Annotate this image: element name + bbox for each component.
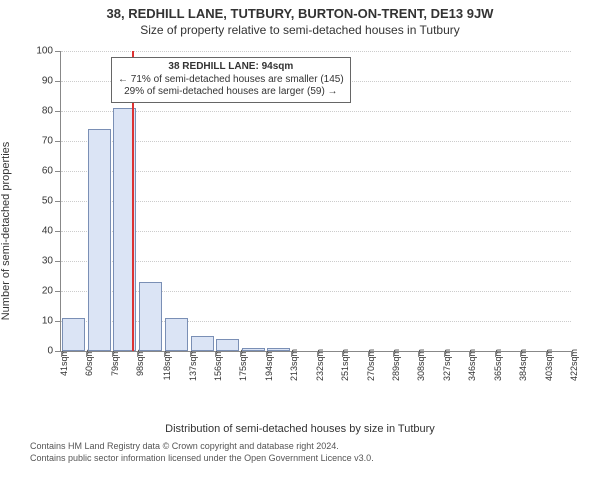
y-tick-label: 70 (29, 136, 53, 147)
x-tick-label: 270sqm (366, 349, 376, 381)
x-tick-label: 213sqm (289, 349, 299, 381)
y-tick-label: 0 (29, 346, 53, 357)
x-tick-label: 156sqm (213, 349, 223, 381)
chart-container: Number of semi-detached properties 01020… (20, 41, 580, 421)
x-tick-label: 308sqm (416, 349, 426, 381)
footer-line2: Contains public sector information licen… (30, 453, 600, 465)
x-tick-label: 422sqm (569, 349, 579, 381)
x-tick-label: 137sqm (188, 349, 198, 381)
gridline (61, 291, 571, 292)
gridline (61, 201, 571, 202)
x-tick-label: 251sqm (340, 349, 350, 381)
gridline (61, 321, 571, 322)
y-tick-label: 10 (29, 316, 53, 327)
x-tick-label: 327sqm (442, 349, 452, 381)
chart-title: 38, REDHILL LANE, TUTBURY, BURTON-ON-TRE… (0, 6, 600, 21)
x-tick-label: 175sqm (238, 349, 248, 381)
gridline (61, 111, 571, 112)
x-tick-label: 403sqm (544, 349, 554, 381)
y-tick-label: 60 (29, 166, 53, 177)
gridline (61, 141, 571, 142)
y-tick-label: 40 (29, 226, 53, 237)
histogram-bar (191, 336, 214, 351)
y-tick (55, 201, 61, 202)
y-tick (55, 291, 61, 292)
histogram-bar (88, 129, 111, 351)
histogram-bar (216, 339, 239, 351)
annotation-line1: 38 REDHILL LANE: 94sqm (118, 61, 344, 74)
gridline (61, 261, 571, 262)
x-tick-label: 60sqm (84, 349, 94, 376)
footer: Contains HM Land Registry data © Crown c… (30, 441, 600, 464)
y-tick-label: 30 (29, 256, 53, 267)
plot-area: 010203040506070809010041sqm60sqm79sqm98s… (60, 51, 571, 352)
gridline (61, 231, 571, 232)
x-tick-label: 384sqm (518, 349, 528, 381)
chart-subtitle: Size of property relative to semi-detach… (0, 23, 600, 37)
gridline (61, 171, 571, 172)
y-axis-label: Number of semi-detached properties (0, 142, 12, 321)
y-tick-label: 80 (29, 106, 53, 117)
x-tick-label: 232sqm (315, 349, 325, 381)
y-tick (55, 321, 61, 322)
annotation-line3: 29% of semi-detached houses are larger (… (118, 86, 344, 99)
x-tick-label: 289sqm (391, 349, 401, 381)
histogram-bar (165, 318, 188, 351)
y-tick-label: 90 (29, 76, 53, 87)
x-tick-label: 79sqm (110, 349, 120, 376)
footer-line1: Contains HM Land Registry data © Crown c… (30, 441, 600, 453)
y-tick (55, 141, 61, 142)
y-tick (55, 171, 61, 172)
x-tick-label: 41sqm (59, 349, 69, 376)
histogram-bar (242, 348, 265, 351)
histogram-bar (139, 282, 162, 351)
gridline (61, 51, 571, 52)
y-tick (55, 51, 61, 52)
x-tick-label: 194sqm (264, 349, 274, 381)
y-tick (55, 261, 61, 262)
y-tick-label: 50 (29, 196, 53, 207)
x-tick-label: 365sqm (493, 349, 503, 381)
x-tick-label: 98sqm (135, 349, 145, 376)
histogram-bar (267, 348, 290, 351)
x-axis-label: Distribution of semi-detached houses by … (0, 423, 600, 435)
annotation-box: 38 REDHILL LANE: 94sqm ← 71% of semi-det… (111, 57, 351, 103)
y-tick (55, 81, 61, 82)
x-tick-label: 346sqm (467, 349, 477, 381)
y-tick-label: 20 (29, 286, 53, 297)
y-tick (55, 231, 61, 232)
annotation-line2: ← 71% of semi-detached houses are smalle… (118, 74, 344, 87)
y-tick (55, 111, 61, 112)
y-tick-label: 100 (29, 46, 53, 57)
histogram-bar (62, 318, 85, 351)
x-tick-label: 118sqm (162, 349, 172, 380)
